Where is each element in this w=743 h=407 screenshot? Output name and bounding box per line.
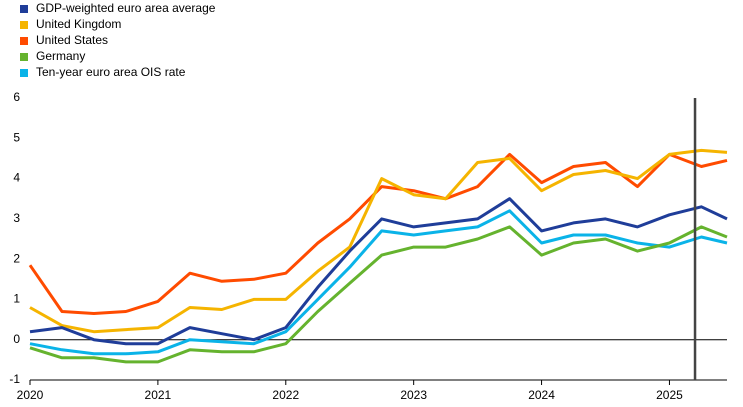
y-tick-label: 6 [13,90,20,104]
x-tick-label: 2024 [528,388,555,402]
series-line [29,148,728,334]
y-tick-label: 0 [13,332,20,346]
x-tick-label: 2022 [272,388,299,402]
y-tick-label: 2 [13,251,20,265]
y-tick-label: 1 [13,292,20,306]
legend-label: United States [36,33,108,47]
legend-label: Germany [36,49,85,63]
y-tick-label: 4 [13,171,20,185]
y-tick-label: 3 [13,211,20,225]
legend-label: Ten-year euro area OIS rate [36,65,186,79]
series-line [28,152,728,315]
y-tick-label: 5 [13,130,20,144]
legend-swatch [20,53,28,61]
x-tick-label: 2020 [17,388,44,402]
legend-swatch [20,37,28,45]
series-line [29,209,728,356]
legend-label: United Kingdom [36,17,121,31]
legend-swatch [20,69,28,77]
legend-swatch [20,21,28,29]
legend-label: GDP-weighted euro area average [36,1,216,15]
x-tick-label: 2025 [656,388,683,402]
legend-swatch [20,5,28,13]
x-tick-label: 2023 [400,388,427,402]
y-tick-label: -1 [9,372,20,386]
x-tick-label: 2021 [145,388,172,402]
series-line [29,197,728,346]
series-line [29,225,728,364]
